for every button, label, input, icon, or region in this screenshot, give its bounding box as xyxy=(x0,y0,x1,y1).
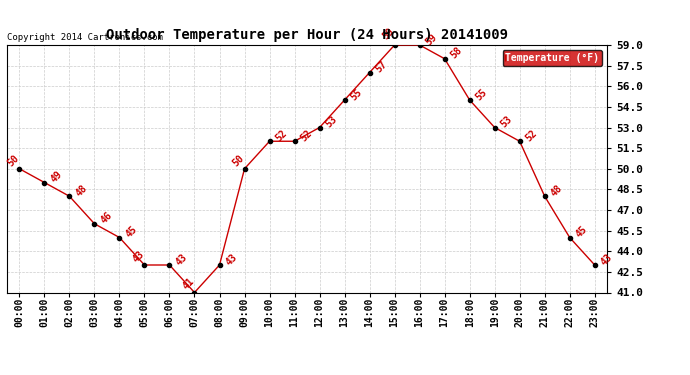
Text: 45: 45 xyxy=(124,224,139,240)
Text: 52: 52 xyxy=(524,128,539,143)
Text: 50: 50 xyxy=(6,153,21,168)
Text: 59: 59 xyxy=(424,32,439,47)
Text: 52: 52 xyxy=(274,128,289,143)
Text: 43: 43 xyxy=(130,249,146,264)
Text: 53: 53 xyxy=(499,114,514,129)
Text: 57: 57 xyxy=(374,59,389,75)
Text: 50: 50 xyxy=(230,153,246,168)
Text: 53: 53 xyxy=(324,114,339,129)
Text: 46: 46 xyxy=(99,210,114,226)
Text: 43: 43 xyxy=(174,252,189,267)
Text: 43: 43 xyxy=(599,252,614,267)
Text: 49: 49 xyxy=(48,169,64,184)
Text: 59: 59 xyxy=(381,26,396,42)
Text: 41: 41 xyxy=(181,276,196,292)
Text: 52: 52 xyxy=(299,128,314,143)
Text: 43: 43 xyxy=(224,252,239,267)
Title: Outdoor Temperature per Hour (24 Hours) 20141009: Outdoor Temperature per Hour (24 Hours) … xyxy=(106,28,508,42)
Text: Copyright 2014 Cartronics.com: Copyright 2014 Cartronics.com xyxy=(7,33,163,42)
Text: 48: 48 xyxy=(549,183,564,198)
Text: 58: 58 xyxy=(448,45,464,61)
Text: 55: 55 xyxy=(474,87,489,102)
Text: 55: 55 xyxy=(348,87,364,102)
Text: 45: 45 xyxy=(574,224,589,240)
Legend: Temperature (°F): Temperature (°F) xyxy=(502,50,602,66)
Text: 48: 48 xyxy=(74,183,89,198)
